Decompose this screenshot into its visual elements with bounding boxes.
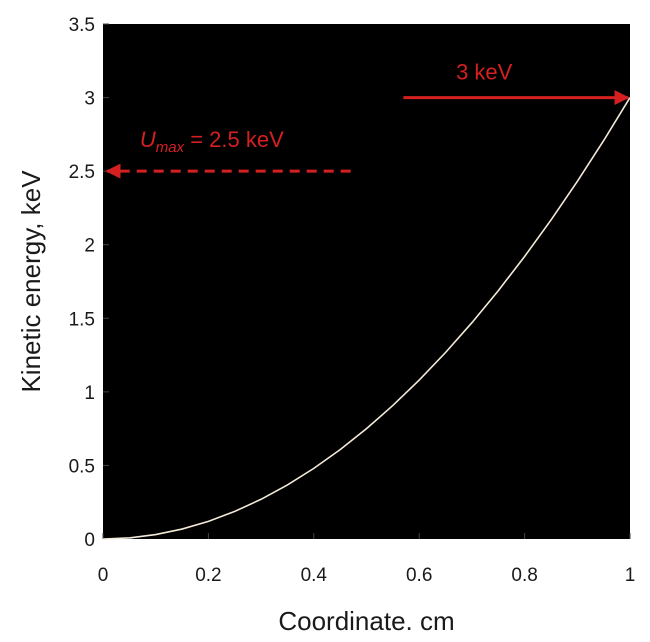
y-tick-label: 2 xyxy=(84,236,95,257)
umax-value: = 2.5 keV xyxy=(184,127,284,152)
y-tick-label: 2.5 xyxy=(69,162,95,183)
x-tick-label: 0.8 xyxy=(511,565,537,586)
y-tick-label: 3 xyxy=(84,89,95,110)
y-tick-label: 1.5 xyxy=(69,309,95,330)
plot-area xyxy=(103,24,630,539)
x-axis: 0 0.2 0.4 0.6 0.8 1 xyxy=(98,533,636,586)
x-tick-label: 0.4 xyxy=(301,565,328,586)
y-tick-label: 3.5 xyxy=(69,15,95,36)
x-tick-label: 0 xyxy=(98,565,109,586)
x-tick-label: 0.2 xyxy=(195,565,221,586)
y-tick-label: 0 xyxy=(84,530,95,551)
y-tick-label: 0.5 xyxy=(69,456,95,477)
y-tick-label: 1 xyxy=(84,383,95,404)
x-tick-label: 0.6 xyxy=(406,565,432,586)
series-line xyxy=(102,97,631,540)
umax-subscript: max xyxy=(156,139,185,156)
y-axis: 0 0.5 1 1.5 2 2.5 3 3.5 xyxy=(69,15,109,551)
three-kev-annotation-label: 3 keV xyxy=(456,60,513,85)
y-axis-title: Kinetic energy, keV xyxy=(16,170,46,393)
x-tick-label: 1 xyxy=(625,565,636,586)
x-axis-title: Coordinate. cm xyxy=(278,606,454,636)
umax-annotation-label: Umax = 2.5 keV xyxy=(140,127,284,156)
umax-symbol: U xyxy=(140,127,156,152)
